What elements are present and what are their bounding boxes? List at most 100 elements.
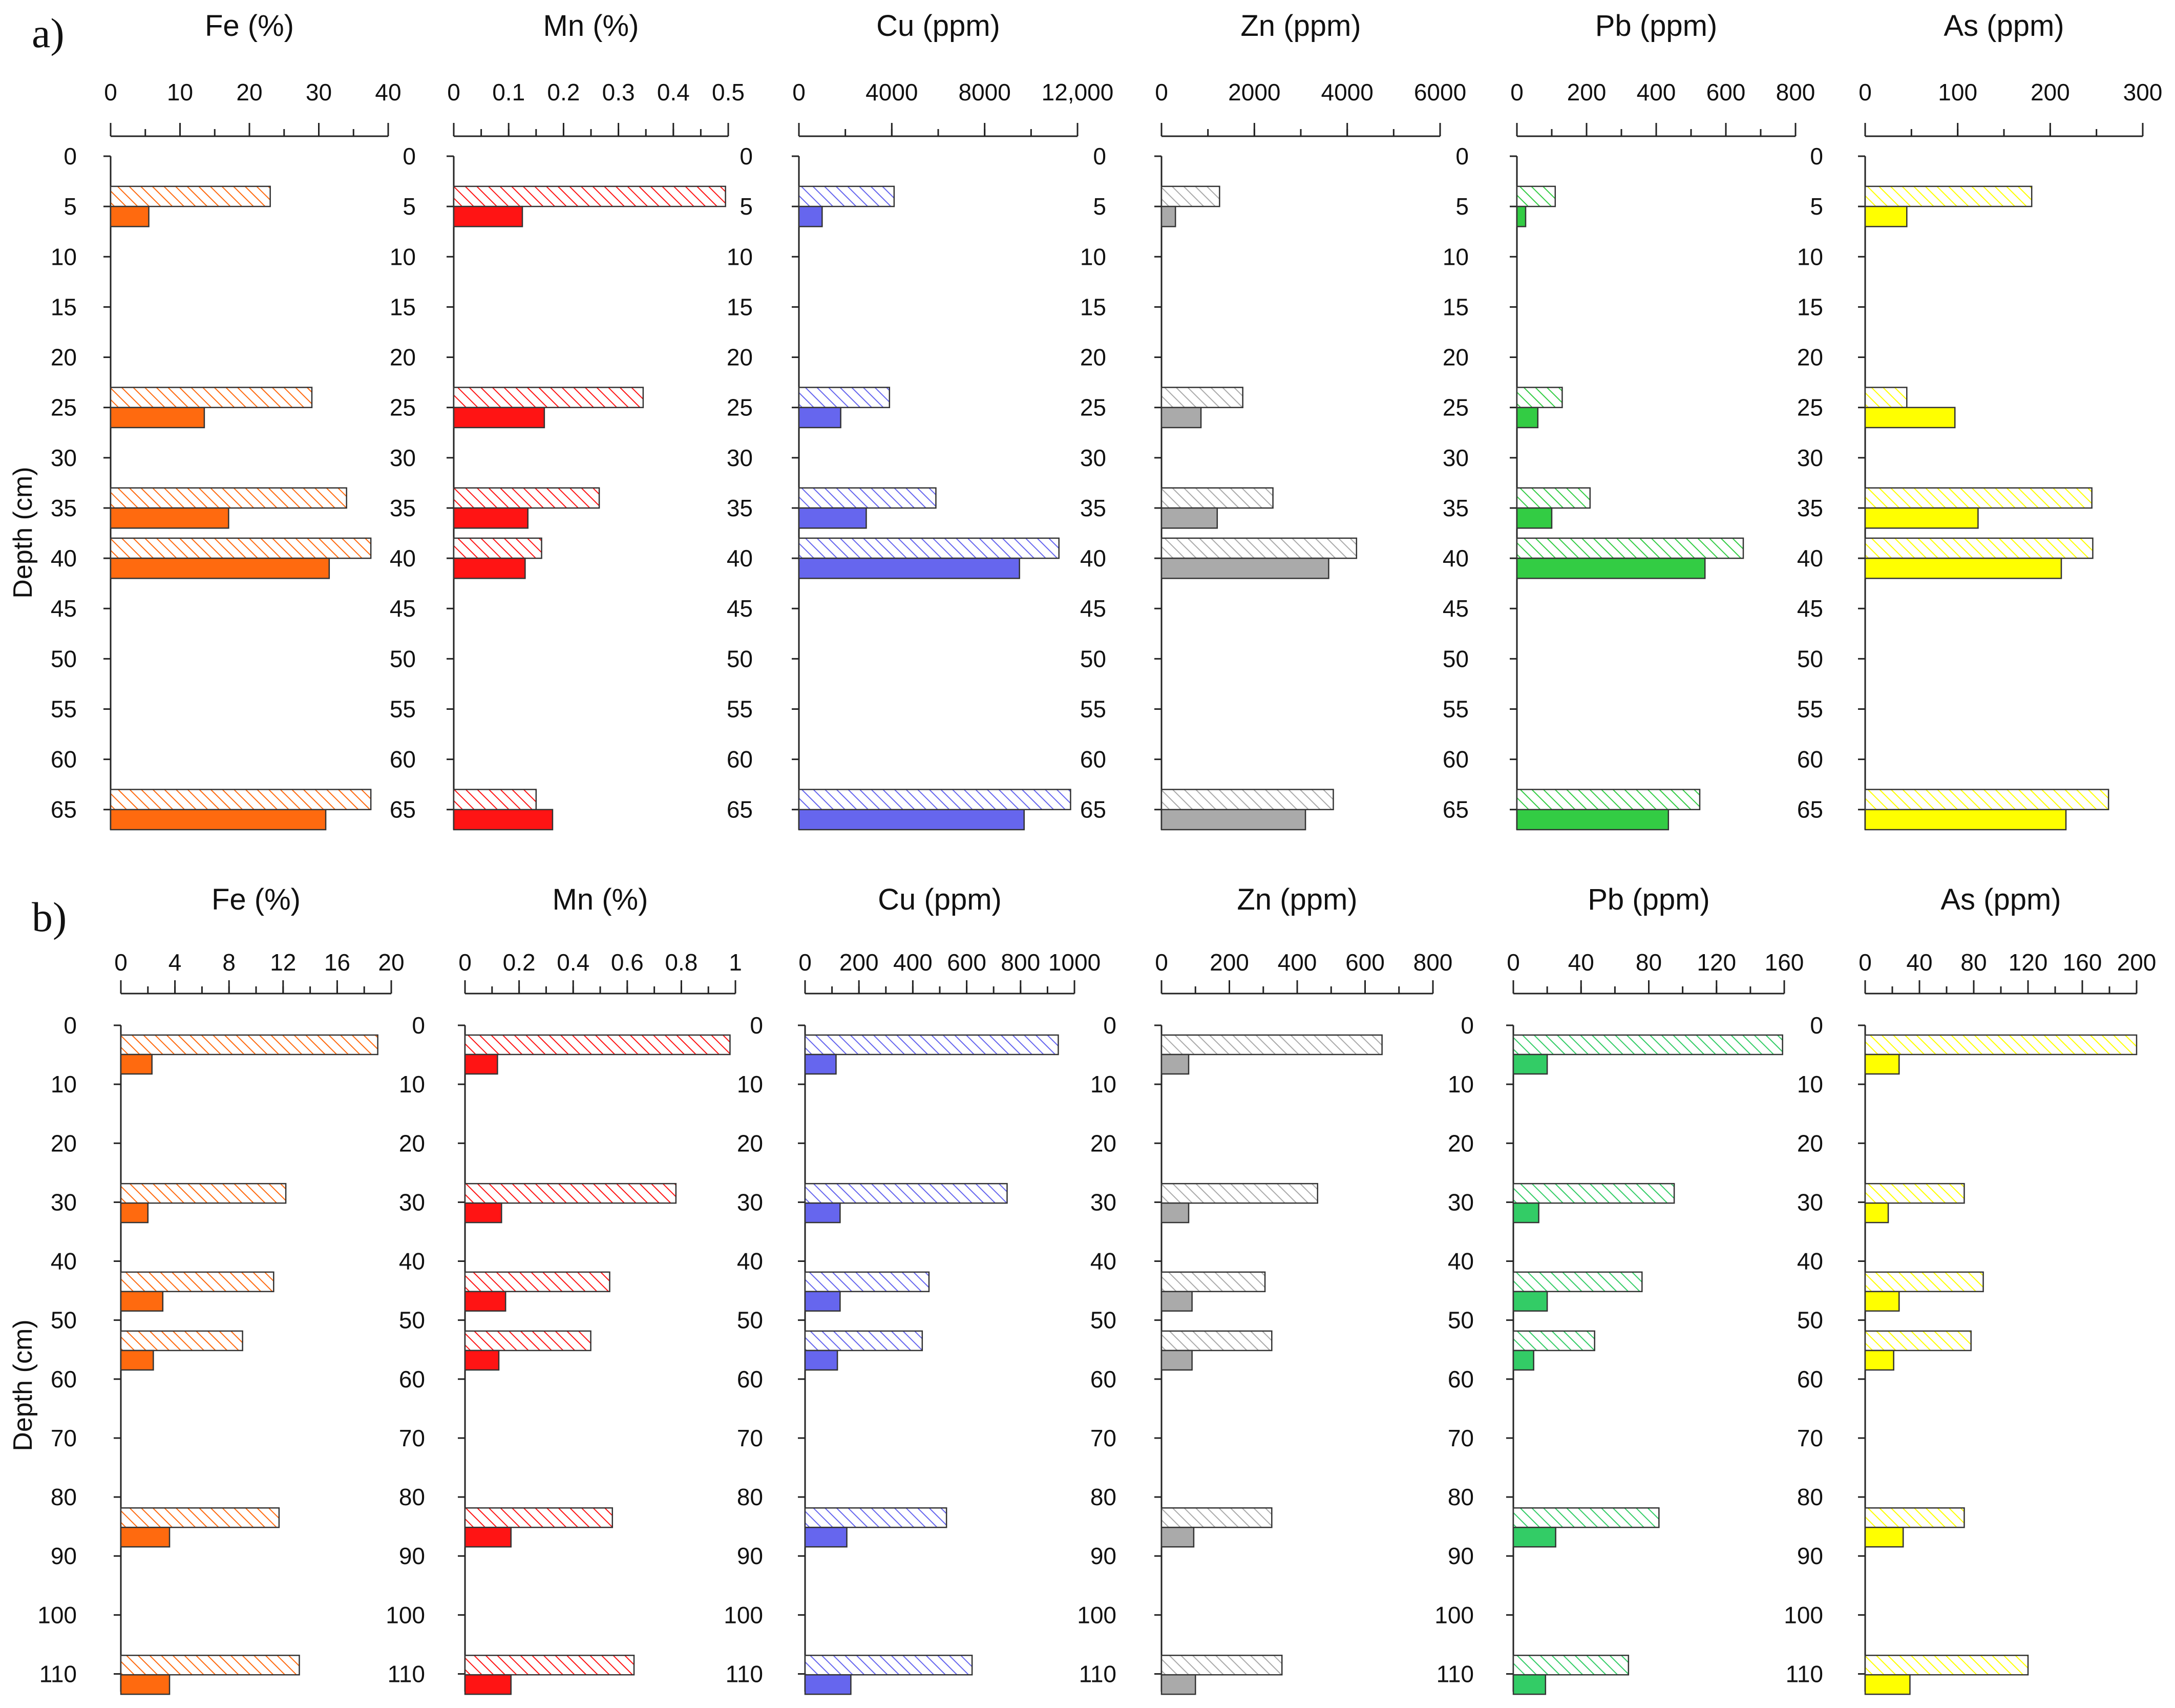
mn-x-tick-label: 1 [729,949,742,976]
pb-title: Pb (ppm) [1588,883,1710,916]
cu-depth-tick-label: 30 [737,1189,763,1215]
panel-a--fe-subplot: Fe (%) 0 10 20 30 40 0 5 10 15 20 25 30 35 40 45 50 55 60 6… [51,9,402,831]
mn-hatched-bar [464,1330,592,1352]
as-x-tick-label: 160 [2063,949,2102,976]
cu-depth-tick-label: 100 [724,1601,763,1628]
as-solid-bar [1864,557,2062,579]
mn-depth-tick-label: 65 [390,796,416,823]
as-x-tick-label: 100 [1938,79,1977,106]
as-hatched-bar [1864,1654,2029,1676]
mn-hatched-bar [464,1271,610,1293]
as-depth-tick-label: 5 [1810,193,1823,220]
as-depth-tick-label: 10 [1797,243,1823,270]
cu-x-tick-label: 0 [798,949,812,976]
panel-a--mn-subplot: Mn (%) 0 0.1 0.2 0.3 0.4 0.5 0 5 10 15 20 25 30 35 40 45… [390,9,745,831]
pb-x-tick-label: 160 [1765,949,1804,976]
pb-hatched-bar [1516,387,1563,408]
pb-depth-tick-label: 45 [1443,595,1469,622]
pb-hatched-bar [1516,185,1556,207]
cu-solid-bar [798,557,1020,579]
pb-solid-bar [1512,1527,1556,1548]
zn-depth-tick-label: 90 [1090,1543,1116,1569]
fe-depth-tick-label: 55 [51,695,77,722]
fe-depth-tick-label: 40 [51,1248,77,1275]
mn-x-tick-label: 0.2 [547,79,580,106]
cu-hatched-bar [804,1271,930,1293]
fe-hatched-bar [120,1654,300,1676]
as-x-tick-label: 200 [2031,79,2070,106]
cu-hatched-bar [798,789,1071,810]
fe-depth-tick-label: 35 [51,495,77,521]
zn-solid-bar [1160,407,1202,429]
as-depth-tick-label: 40 [1797,545,1823,572]
as-depth-tick-label: 80 [1797,1484,1823,1510]
zn-solid-bar [1160,1527,1195,1548]
as-depth-tick-label: 70 [1797,1425,1823,1451]
cu-depth-tick-label: 35 [727,495,753,521]
zn-depth-tick-label: 30 [1090,1189,1116,1215]
zn-x-tick-label: 400 [1278,949,1317,976]
zn-x-tick-label: 600 [1345,949,1385,976]
cu-solid-bar [804,1674,852,1695]
cu-hatched-bar [798,185,895,207]
mn-solid-bar [464,1202,502,1224]
pb-hatched-bar [1512,1034,1783,1056]
mn-depth-tick-label: 90 [399,1543,425,1569]
cu-depth-tick-label: 50 [737,1307,763,1334]
fe-hatched-bar [110,387,313,408]
mn-x-tick-label: 0.5 [712,79,745,106]
as-title: As (ppm) [1940,883,2061,916]
mn-depth-tick-label: 60 [399,1366,425,1393]
zn-x-tick-label: 2000 [1228,79,1280,106]
fe-title: Fe (%) [212,883,301,916]
as-solid-bar [1864,507,1979,529]
as-depth-tick-label: 50 [1797,645,1823,672]
fe-depth-tick-label: 30 [51,1189,77,1215]
fe-depth-tick-label: 40 [51,545,77,572]
fe-hatched-bar [110,789,372,810]
zn-hatched-bar [1160,1507,1273,1528]
pb-solid-bar [1516,507,1553,529]
cu-hatched-bar [804,1183,1008,1204]
zn-depth-tick-label: 70 [1090,1425,1116,1451]
fe-hatched-bar [110,487,347,509]
zn-depth-tick-label: 40 [1090,1248,1116,1275]
mn-hatched-bar [453,487,600,509]
mn-solid-bar [453,407,545,429]
as-depth-tick-label: 45 [1797,595,1823,622]
pb-depth-tick-label: 60 [1443,746,1469,773]
cu-solid-bar [798,407,841,429]
fe-solid-bar [120,1053,153,1075]
panel-b--cu-subplot: Cu (ppm) 0 200 400 600 800 1000 0 10 20 30 40 50 60 70… [724,883,1101,1695]
pb-hatched-bar [1516,487,1591,509]
cu-depth-tick-label: 20 [737,1130,763,1156]
pb-x-tick-label: 0 [1510,79,1524,106]
cu-solid-bar [804,1202,841,1224]
fe-depth-tick-label: 50 [51,645,77,672]
as-x-tick-label: 80 [1960,949,1987,976]
pb-hatched-bar [1512,1507,1660,1528]
fe-depth-tick-label: 0 [64,143,77,170]
as-depth-tick-label: 0 [1810,1012,1823,1039]
mn-solid-bar [453,507,529,529]
mn-solid-bar [453,809,554,831]
fe-hatched-bar [120,1183,287,1204]
zn-title: Zn (ppm) [1240,9,1361,43]
zn-hatched-bar [1160,1183,1318,1204]
cu-depth-tick-label: 0 [740,143,753,170]
pb-depth-tick-label: 80 [1448,1484,1474,1510]
mn-solid-bar [464,1674,512,1695]
cu-depth-tick-label: 40 [737,1248,763,1275]
mn-hatched-bar [453,387,644,408]
as-solid-bar [1864,1349,1894,1371]
pb-depth-tick-label: 25 [1443,394,1469,421]
mn-depth-tick-label: 5 [403,193,416,220]
pb-hatched-bar [1512,1271,1643,1293]
pb-hatched-bar [1512,1330,1595,1352]
zn-solid-bar [1160,809,1306,831]
as-depth-tick-label: 65 [1797,796,1823,823]
fe-depth-tick-label: 10 [51,243,77,270]
pb-solid-bar [1516,557,1706,579]
mn-title: Mn (%) [553,883,648,916]
fe-solid-bar [110,205,150,227]
